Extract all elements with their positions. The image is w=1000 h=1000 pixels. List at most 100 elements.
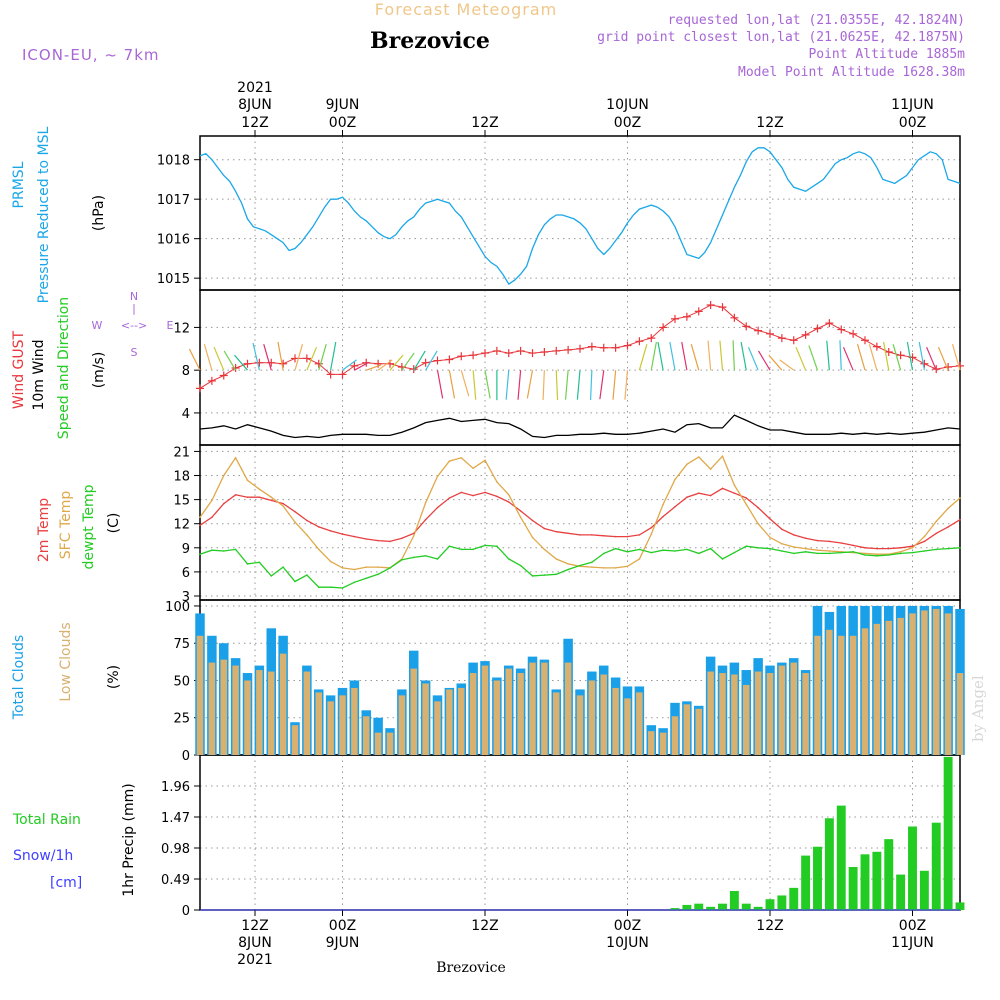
temp-2m-point (294, 510, 296, 513)
low-clouds-bar (861, 628, 869, 755)
low-clouds-bar (743, 684, 750, 755)
low-clouds-bar (481, 665, 489, 755)
wind-gust-marker (718, 303, 727, 312)
wind-direction-arrow (354, 361, 370, 371)
wind-gust-marker (587, 342, 596, 351)
wind-label-gust: Wind GUST (11, 330, 27, 409)
temp-2m-point (282, 502, 284, 505)
temp-2m-point (496, 495, 498, 498)
precip-label-snow: Snow/1h (13, 848, 73, 864)
low-clouds-bar (541, 662, 548, 755)
wind-gust-marker (314, 359, 323, 368)
temp-2m-point (555, 530, 558, 533)
rain-bar (670, 908, 680, 910)
temp-label-2m: 2m Temp (36, 498, 52, 562)
wind-gust-marker (789, 336, 798, 345)
temp-sfc-point (947, 507, 949, 510)
wind-label-direction: Speed and Direction (56, 297, 72, 439)
rain-bar (896, 874, 906, 910)
wind-direction-arrow (576, 370, 581, 400)
temp-sfc-point (306, 534, 308, 536)
wind-direction-arrow (318, 344, 327, 371)
low-clouds-bar (493, 680, 501, 755)
rain-bar (872, 851, 882, 910)
temp-2m-point (626, 535, 629, 538)
dewpoint-point (793, 552, 795, 555)
ytick-label-pressure: 1018 (157, 154, 190, 169)
dewpoint-point (876, 555, 878, 557)
temp-sfc-point (733, 484, 736, 487)
wind-direction-arrow (377, 359, 393, 371)
dewpoint-point (591, 561, 593, 564)
wind-direction-arrow (564, 370, 569, 400)
top-time-label: 00Z (329, 115, 356, 131)
bottom-time-label: 00Z (899, 918, 926, 934)
wind-direction-arrow (747, 346, 759, 371)
low-clouds-bar (469, 673, 477, 755)
low-clouds-bar (600, 674, 607, 755)
temp-2m-point (519, 510, 522, 512)
wind-gust-marker (742, 322, 751, 331)
wind-direction-arrow (892, 344, 902, 371)
panel-temp: 3 6 9 12 15 18 21 (173, 444, 961, 605)
bottom-time-label: 12Z (756, 918, 783, 934)
frame-wind (199, 289, 961, 446)
wind-direction-arrow (839, 340, 842, 371)
wind-gust-marker (564, 345, 573, 354)
compass-s: S (131, 346, 138, 359)
wind-direction-arrow (918, 341, 925, 371)
wind-gust-marker (279, 359, 288, 368)
frame-temp (199, 444, 961, 601)
temp-2m-point (721, 487, 724, 490)
bottom-time-label: 00Z (329, 918, 356, 934)
temp-sfc-point (757, 522, 759, 525)
temp-2m-point (852, 544, 854, 547)
wind-direction-arrow (795, 346, 807, 371)
wind-direction-arrow (624, 370, 629, 400)
compass-ns-bar: | (132, 302, 136, 315)
wind-direction-arrow (448, 370, 456, 399)
wind-gust-marker (849, 329, 858, 338)
dewpoint-point (329, 586, 332, 588)
dewpoint-point (484, 544, 486, 547)
dewpoint-point (816, 552, 819, 555)
wind-direction-arrow (413, 350, 426, 371)
low-clouds-bar (754, 671, 762, 755)
wind-gust-marker (457, 352, 466, 361)
wind-gust-marker (350, 361, 359, 370)
wind-direction-arrow (599, 370, 605, 400)
top-time-label: 8JUN (238, 97, 272, 113)
wind-direction-arrow (937, 346, 949, 371)
temp-sfc-point (899, 551, 902, 553)
bottom-time-label: 8JUN (238, 935, 272, 951)
temp-sfc-point (472, 467, 474, 470)
low-clouds-bar (873, 623, 881, 755)
low-clouds-bar (695, 708, 702, 755)
panel-wind: 4 8 12 (173, 289, 961, 446)
dewpoint-point (698, 552, 700, 555)
wind-direction-arrow (223, 350, 237, 371)
precip-unit: 1hr Precip (mm) (121, 783, 137, 896)
wind-direction-arrow (342, 359, 357, 371)
low-clouds-bar (838, 635, 845, 755)
dewpoint-point (828, 552, 831, 555)
temp-2m-point (745, 497, 748, 499)
temp-sfc-point (721, 455, 724, 458)
compass-n: N (130, 290, 138, 303)
temp-sfc-point (341, 567, 344, 569)
top-time-label: 11JUN (891, 97, 934, 113)
point-altitude: Point Altitude 1885m (808, 47, 965, 62)
temp-sfc-point (436, 475, 439, 478)
requested-coords: requested lon,lat (21.0355E, 42.1824N) (668, 13, 965, 28)
temp-2m-point (686, 496, 688, 499)
temp-2m-point (389, 540, 391, 543)
temp-sfc-point (365, 566, 368, 568)
wind-direction-arrow (612, 370, 617, 400)
low-clouds-bar (576, 695, 584, 755)
wind-gust-marker (884, 348, 893, 356)
temp-2m-point (365, 538, 368, 540)
temp-2m-point (674, 506, 676, 508)
low-clouds-bar (291, 725, 299, 755)
wind-direction-arrow (690, 344, 700, 371)
